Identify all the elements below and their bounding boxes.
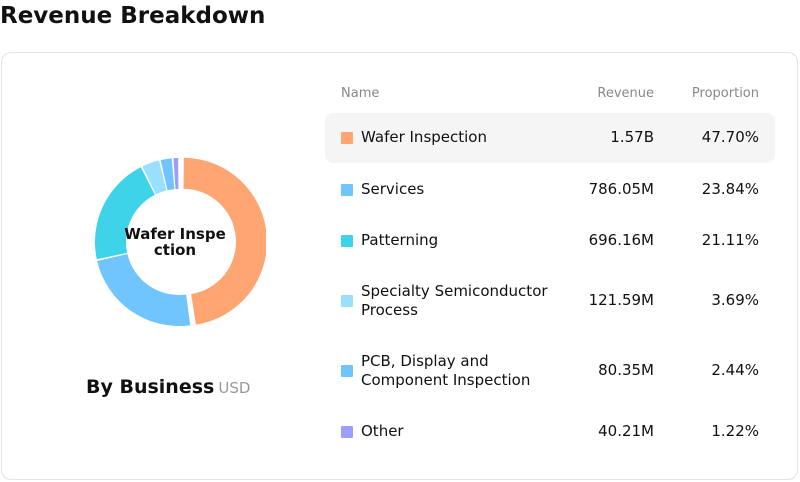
row-name: Other [361, 422, 404, 440]
page-title: Revenue Breakdown [0, 3, 266, 29]
table-header: Name Revenue Proportion [325, 86, 775, 106]
table-row[interactable]: Specialty Semiconductor Process 121.59M … [325, 270, 775, 330]
row-revenue: 121.59M [588, 291, 654, 309]
donut-slice[interactable] [160, 158, 175, 191]
row-proportion: 2.44% [711, 361, 759, 379]
table-row[interactable]: Other 40.21M 1.22% [325, 408, 775, 454]
row-proportion: 1.22% [711, 422, 759, 440]
row-revenue: 786.05M [588, 180, 654, 198]
donut-slice[interactable] [183, 157, 266, 325]
donut-center-label: Wafer Inspection [124, 225, 226, 259]
table-row[interactable]: Wafer Inspection 1.57B 47.70% [325, 113, 775, 163]
row-proportion: 3.69% [711, 291, 759, 309]
row-proportion: 23.84% [701, 180, 759, 198]
row-proportion: 47.70% [701, 128, 759, 146]
chart-caption: By Business USD [86, 376, 250, 398]
donut-chart [90, 153, 266, 333]
chart-caption-title: By Business [86, 376, 215, 398]
row-revenue: 696.16M [588, 231, 654, 249]
column-header-proportion[interactable]: Proportion [691, 86, 759, 101]
chart-caption-unit: USD [218, 379, 251, 397]
donut-slice[interactable] [97, 253, 191, 326]
legend-swatch [341, 184, 353, 196]
row-proportion: 21.11% [701, 231, 759, 249]
revenue-card [1, 52, 798, 480]
legend-swatch [341, 365, 353, 377]
column-header-revenue[interactable]: Revenue [597, 86, 654, 101]
row-name: Wafer Inspection [361, 128, 487, 146]
row-name: PCB, Display and Component Inspection [361, 352, 531, 389]
legend-swatch [341, 295, 353, 307]
donut-slice[interactable] [95, 167, 155, 260]
donut-svg [95, 157, 266, 326]
column-header-name[interactable]: Name [341, 86, 380, 101]
row-revenue: 1.57B [610, 128, 654, 146]
table-row[interactable]: Patterning 696.16M 21.11% [325, 217, 775, 263]
row-name: Services [361, 180, 425, 198]
table-row[interactable]: PCB, Display and Component Inspection 80… [325, 340, 775, 400]
row-revenue: 40.21M [598, 422, 654, 440]
legend-swatch [341, 235, 353, 247]
donut-slice[interactable] [173, 158, 179, 190]
legend-swatch [341, 132, 353, 144]
legend-swatch [341, 426, 353, 438]
table-row[interactable]: Services 786.05M 23.84% [325, 166, 775, 212]
row-revenue: 80.35M [598, 361, 654, 379]
row-name: Specialty Semiconductor Process [361, 282, 548, 319]
row-name: Patterning [361, 231, 439, 249]
donut-slice[interactable] [142, 160, 167, 195]
